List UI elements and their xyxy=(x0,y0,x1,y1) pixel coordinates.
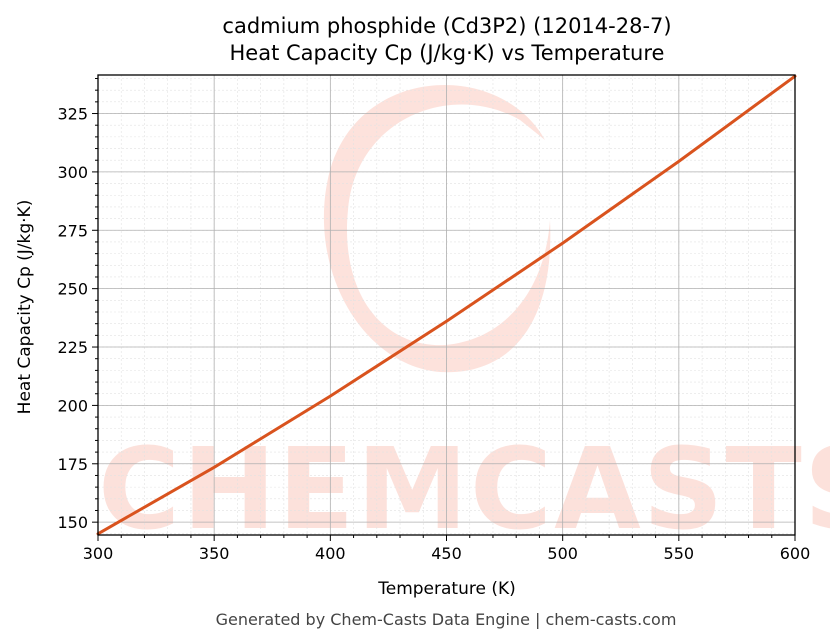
x-tick-label: 400 xyxy=(315,544,346,563)
x-tick-label: 300 xyxy=(83,544,114,563)
y-axis-label: Heat Capacity Cp (J/kg·K) xyxy=(15,200,35,415)
y-tick-label: 275 xyxy=(57,221,88,240)
y-tick-label: 250 xyxy=(57,280,88,299)
y-tick-label: 200 xyxy=(57,396,88,415)
x-axis-label: Temperature (K) xyxy=(377,579,516,599)
y-axis: 150 175 200 225 250 275 300 325 xyxy=(57,78,98,532)
chart-title: cadmium phosphide (Cd3P2) (12014-28-7) xyxy=(222,14,671,38)
y-tick-label: 300 xyxy=(57,163,88,182)
watermark-text: CHEMCASTS xyxy=(98,425,830,555)
x-tick-label: 350 xyxy=(199,544,230,563)
x-tick-label: 600 xyxy=(780,544,811,563)
series-line xyxy=(96,74,797,536)
y-tick-label: 225 xyxy=(57,338,88,357)
y-tick-label: 150 xyxy=(57,513,88,532)
footer-credit: Generated by Chem-Casts Data Engine | ch… xyxy=(216,610,677,629)
series-layer xyxy=(96,74,797,536)
x-tick-label: 550 xyxy=(664,544,695,563)
chart-subtitle: Heat Capacity Cp (J/kg·K) vs Temperature xyxy=(230,41,665,65)
y-tick-label: 325 xyxy=(57,105,88,124)
watermark: CHEMCASTS xyxy=(98,85,830,555)
x-axis: 300 350 400 450 500 550 600 xyxy=(83,535,811,563)
x-tick-label: 450 xyxy=(431,544,462,563)
y-tick-label: 175 xyxy=(57,455,88,474)
x-tick-label: 500 xyxy=(547,544,578,563)
